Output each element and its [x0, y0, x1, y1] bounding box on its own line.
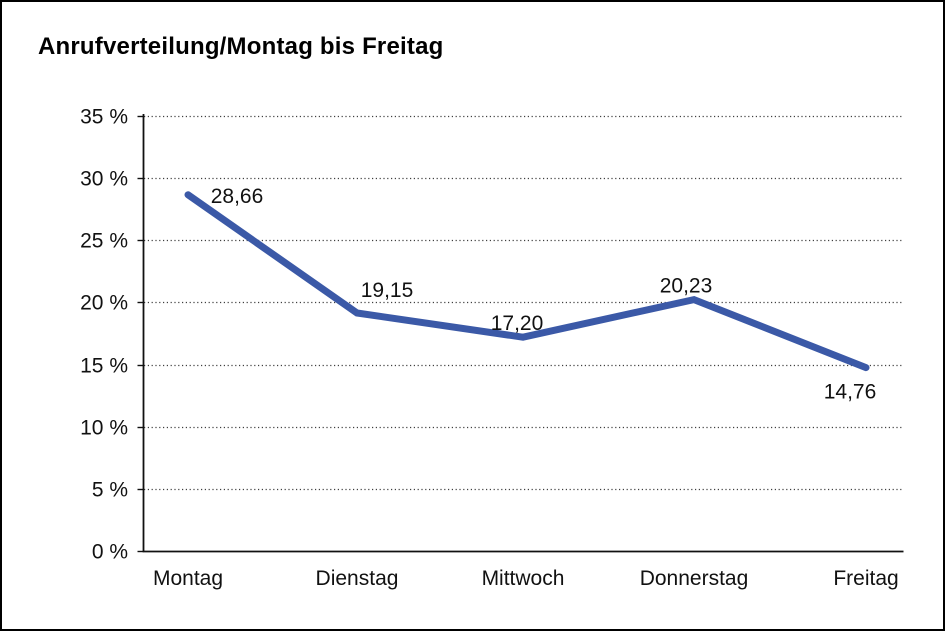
x-axis-label: Freitag — [833, 567, 898, 590]
x-axis-label: Mittwoch — [482, 567, 565, 590]
x-axis-label: Donnerstag — [640, 567, 749, 590]
y-axis-tick-label: 30 % — [80, 168, 128, 191]
series-line — [184, 191, 870, 372]
y-axis-tick-label: 35 % — [80, 106, 128, 129]
gridlines — [144, 115, 904, 491]
data-label: 28,66 — [211, 185, 264, 208]
data-series — [184, 191, 870, 372]
x-axis-label: Dienstag — [316, 567, 399, 590]
chart-title: Anrufverteilung/Montag bis Freitag — [38, 33, 444, 60]
x-axis-label: Montag — [153, 567, 223, 590]
y-axis-tick-label: 15 % — [80, 355, 128, 378]
y-axis-tick-label: 20 % — [80, 292, 128, 315]
data-label: 14,76 — [824, 381, 877, 404]
data-label: 17,20 — [491, 312, 544, 335]
data-label: 20,23 — [660, 275, 713, 298]
labels: 0 % 5 % 10 % 15 % 20 % 25 % 30 % 35 % 28,66 19,15… — [80, 106, 899, 591]
data-label: 19,15 — [361, 279, 414, 302]
y-axis-tick-label: 0 % — [92, 541, 128, 564]
axes — [137, 114, 904, 553]
y-axis-tick-label: 10 % — [80, 417, 128, 440]
y-axis-tick-label: 5 % — [92, 479, 128, 502]
y-axis-tick-label: 25 % — [80, 230, 128, 253]
